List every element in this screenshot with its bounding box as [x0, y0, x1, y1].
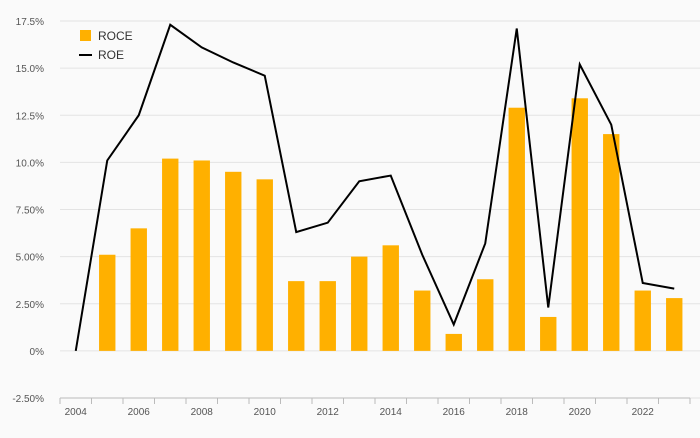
roce-bar-2018 — [508, 107, 525, 351]
x-tick-label: 2010 — [254, 407, 277, 418]
x-tick-label: 2014 — [380, 407, 403, 418]
x-tick-label: 2008 — [191, 407, 214, 418]
roce-bar-2019 — [540, 316, 557, 351]
y-tick-label: 5.00% — [16, 253, 44, 264]
roce-bar-2020 — [571, 98, 588, 351]
roce-bar-2014 — [382, 245, 399, 351]
roce-bar-2006 — [130, 228, 147, 351]
y-tick-label: 0% — [30, 347, 45, 358]
y-tick-label: 2.50% — [16, 300, 44, 311]
roce-bar-2008 — [193, 160, 210, 351]
roce-bar-2012 — [319, 281, 336, 351]
legend-label-roce: ROCE — [98, 29, 133, 43]
roce-bar-2022 — [634, 290, 651, 351]
x-tick-label: 2006 — [128, 407, 151, 418]
y-tick-label: 7.50% — [16, 206, 44, 217]
legend-swatch-roce — [80, 30, 91, 41]
roce-bars — [99, 98, 683, 351]
x-tick-label: 2022 — [632, 407, 655, 418]
roce-bar-2023 — [666, 298, 683, 351]
x-tick-label: 2004 — [65, 407, 88, 418]
x-tick-label: 2012 — [317, 407, 340, 418]
roe-line-series — [74, 23, 675, 352]
roce-bar-2013 — [351, 256, 368, 351]
roce-bar-2015 — [414, 290, 431, 351]
roce-bar-2009 — [225, 171, 242, 351]
y-tick-label: -2.50% — [12, 394, 44, 405]
legend: ROCE ROE — [79, 29, 133, 62]
roce-bar-2007 — [162, 158, 179, 351]
x-tick-label: 2018 — [506, 407, 529, 418]
roe-line — [74, 23, 675, 352]
roce-bar-2016 — [445, 333, 462, 351]
x-tick-label: 2020 — [569, 407, 592, 418]
y-axis: -2.50% 0% 2.50% 5.00% 7.50% 10.0% 12.5% 15.0% 17… — [12, 17, 44, 405]
roce-bar-2011 — [288, 281, 305, 351]
legend-label-roe: ROE — [98, 48, 124, 62]
roce-bar-2010 — [256, 179, 273, 351]
y-tick-label: 10.0% — [16, 158, 44, 169]
roce-bar-2005 — [99, 254, 116, 351]
roce-bar-2017 — [477, 279, 494, 351]
roce-bar-2021 — [603, 134, 620, 351]
y-tick-label: 12.5% — [16, 111, 44, 122]
y-tick-label: 17.5% — [16, 17, 44, 28]
x-tick-label: 2016 — [443, 407, 466, 418]
y-tick-label: 15.0% — [16, 64, 44, 75]
x-axis: 2004 2006 2008 2010 2012 2014 2016 2018 2020 2022 — [59, 397, 691, 418]
